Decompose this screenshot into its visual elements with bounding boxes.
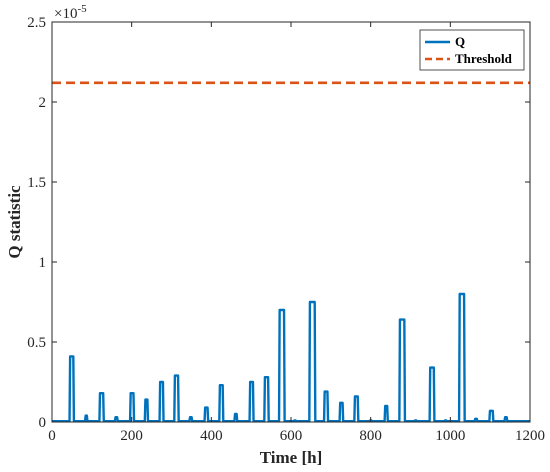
x-axis-label: Time [h] [260, 448, 323, 467]
x-tick-label: 800 [359, 428, 382, 444]
q-series-line [52, 292, 530, 423]
y-tick-label: 0 [39, 415, 47, 431]
chart-marks [52, 81, 530, 423]
y-tick-label: 1 [39, 255, 47, 271]
x-tick-label: 600 [280, 428, 303, 444]
y-axis-exponent-power: -5 [77, 3, 87, 15]
legend-box [419, 29, 525, 71]
x-tick-label: 200 [120, 428, 143, 444]
legend: Q Threshold [419, 29, 525, 71]
x-tick-label: 1200 [515, 428, 545, 444]
y-tick-label: 1.5 [27, 175, 46, 191]
legend-label-q: Q [455, 34, 465, 49]
y-tick-label: 2 [39, 95, 47, 111]
legend-label-threshold: Threshold [455, 51, 513, 66]
y-tick-label: 0.5 [27, 335, 46, 351]
y-axis-label: Q statistic [5, 185, 24, 259]
x-tick-label: 1000 [435, 428, 465, 444]
x-tick-label: 400 [200, 428, 223, 444]
x-tick-label: 0 [48, 428, 56, 444]
y-axis-exponent: ×10-5 [54, 3, 87, 22]
axis-ticks: 0 200 400 600 800 1000 1200 0 0.5 1 1.5 2 2.5 [27, 15, 545, 444]
y-tick-label: 2.5 [27, 15, 46, 31]
